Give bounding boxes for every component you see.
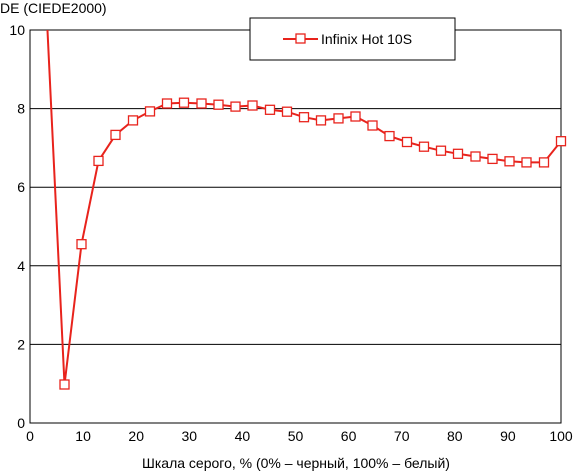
- data-point-marker: [418, 141, 430, 152]
- data-point-marker: [367, 120, 378, 131]
- x-tick-label: 80: [447, 428, 463, 444]
- data-point-marker: [470, 151, 481, 162]
- data-point-marker: [59, 379, 70, 390]
- x-tick-label: 70: [394, 428, 410, 444]
- data-point-marker: [452, 148, 464, 159]
- x-axis-label: Шкала серого, % (0% – черный, 100% – бел…: [142, 455, 450, 471]
- plot-area-frame: [29, 29, 562, 424]
- y-axis-ticks: 0 2 4 6 8 10: [9, 22, 25, 431]
- data-point-marker: [230, 101, 241, 112]
- data-point-marker: [350, 111, 361, 122]
- x-tick-label: 90: [500, 428, 516, 444]
- data-point-marker: [315, 115, 327, 126]
- data-point-marker: [435, 145, 447, 156]
- data-point-marker: [281, 106, 293, 117]
- x-tick-label: 30: [182, 428, 198, 444]
- data-point-marker: [76, 239, 87, 250]
- data-point-marker: [384, 130, 395, 142]
- y-tick-label: 0: [17, 415, 25, 431]
- data-point-marker: [196, 98, 207, 109]
- data-point-marker: [555, 136, 567, 147]
- x-tick-label: 20: [128, 428, 144, 444]
- y-axis-label: DE (CIEDE2000): [0, 0, 107, 16]
- data-point-marker: [264, 104, 276, 115]
- y-tick-label: 2: [17, 336, 25, 352]
- legend: Infinix Hot 10S: [249, 17, 456, 61]
- y-tick-label: 4: [17, 258, 25, 274]
- x-tick-label: 60: [341, 428, 357, 444]
- legend-marker: [295, 33, 306, 44]
- y-tick-label: 6: [17, 179, 25, 195]
- legend-label: Infinix Hot 10S: [321, 31, 412, 47]
- data-point-marker: [127, 115, 139, 126]
- data-point-marker: [538, 157, 550, 168]
- x-tick-label: 50: [288, 428, 304, 444]
- x-tick-label: 40: [235, 428, 251, 444]
- x-axis-ticks: 0 10 20 30 40 50 60 70 80 90 100: [26, 428, 573, 444]
- data-point-marker: [401, 136, 413, 148]
- x-tick-label: 0: [26, 428, 34, 444]
- data-point-marker: [504, 156, 515, 167]
- data-point-marker: [521, 157, 532, 168]
- data-point-marker: [144, 106, 156, 117]
- x-tick-label: 100: [549, 428, 573, 444]
- data-point-marker: [178, 97, 190, 108]
- y-tick-label: 10: [9, 22, 25, 38]
- data-point-marker: [247, 100, 258, 111]
- data-point-marker: [298, 112, 310, 123]
- data-point-marker: [110, 129, 121, 141]
- x-tick-label: 10: [75, 428, 91, 444]
- series-line: [46, 30, 561, 385]
- data-point-marker: [93, 155, 104, 167]
- data-point-marker: [161, 98, 173, 109]
- data-point-marker: [487, 153, 498, 165]
- grid-lines: [30, 108, 561, 345]
- series-layer: [46, 30, 567, 390]
- data-point-marker: [213, 99, 224, 110]
- data-point-marker: [333, 113, 344, 124]
- y-tick-label: 8: [17, 101, 25, 117]
